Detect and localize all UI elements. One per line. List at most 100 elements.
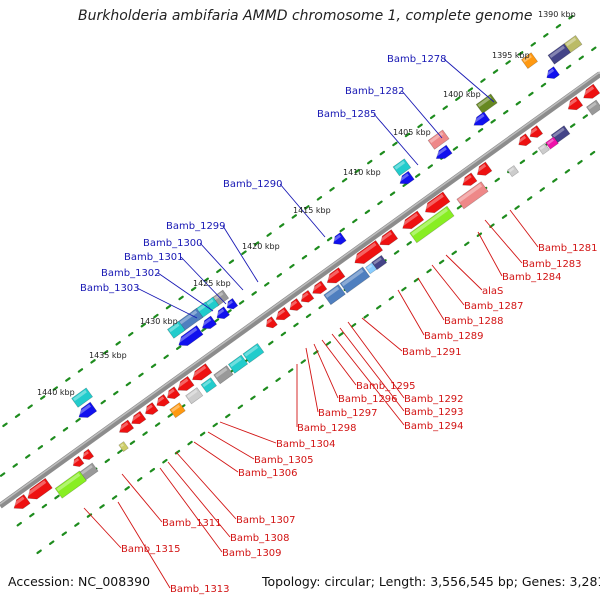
scale-tick [16, 521, 22, 527]
kbp-label: 1415 kbp [293, 206, 331, 215]
leader-line [83, 507, 122, 549]
scale-tick [417, 123, 423, 129]
leader-line [401, 90, 443, 139]
scale-tick [341, 177, 348, 183]
gene-feature [200, 377, 218, 394]
gene-feature [323, 284, 346, 306]
gene-label-bottom: Bamb_1288 [444, 316, 504, 327]
scale-tick [29, 512, 35, 518]
scale-tick [178, 295, 184, 301]
scale-tick [52, 386, 59, 391]
scale-tick [456, 204, 463, 210]
scale-tick [99, 504, 105, 509]
gene-feature [299, 289, 315, 303]
scale-tick [404, 132, 411, 138]
gene-feature [165, 386, 181, 400]
map-title: Burkholderia ambifaria AMMD chromosome 1… [78, 8, 533, 24]
gene-label-bottom: Bamb_1291 [402, 347, 462, 358]
leader-line [445, 254, 483, 291]
scale-tick [528, 91, 534, 97]
gene-label-bottom: Bamb_1304 [276, 439, 336, 450]
gene-alas [423, 191, 451, 214]
gene-label-top: Bamb_1303 [80, 283, 140, 294]
scale-tick [278, 223, 285, 228]
scale-tick [124, 486, 130, 491]
kbp-label: 1400 kbp [443, 90, 481, 99]
scale-tick [501, 214, 508, 219]
kbp-label: 1395 kbp [492, 51, 530, 60]
scale-tick [591, 46, 597, 52]
scale-tick [237, 404, 244, 410]
gene-feature [339, 266, 371, 294]
scale-tick [377, 200, 383, 206]
scale-tick [413, 277, 420, 283]
scale-tick [27, 404, 33, 409]
gene-label-bottom: Bamb_1284 [502, 272, 562, 283]
scale-tick [514, 205, 520, 210]
gene-feature [456, 181, 489, 210]
scale-tick [268, 340, 274, 346]
scale-tick [367, 159, 373, 165]
gene-label-top: Bamb_1285 [317, 109, 377, 120]
scale-tick [464, 241, 470, 247]
scale-tick [305, 313, 312, 319]
scale-tick [540, 82, 547, 88]
gene-label-bottom: Bamb_1308 [230, 533, 290, 544]
scale-tick [187, 440, 193, 446]
scale-tick [264, 282, 270, 287]
scale-tick [36, 549, 42, 555]
gene-feature [545, 136, 559, 150]
scale-tick [37, 445, 44, 450]
scale-tick [505, 60, 511, 65]
scale-tick [300, 359, 306, 364]
kbp-label: 1435 kbp [89, 351, 127, 360]
scale-tick [142, 431, 148, 436]
scale-tick [150, 363, 157, 369]
leader-line [193, 441, 239, 473]
scale-tick [455, 96, 461, 101]
scale-tick [427, 164, 433, 169]
scale-tick [50, 436, 56, 441]
gene-feature [176, 375, 195, 391]
scale-tick [555, 23, 562, 29]
scale-tick [140, 322, 147, 328]
scale-tick [129, 440, 136, 445]
scale-tick [90, 359, 96, 364]
leader-line [207, 431, 255, 460]
gene-label-bottom: Bamb_1311 [162, 518, 222, 529]
scale-tick [216, 268, 222, 274]
gene-feature [398, 170, 415, 185]
scale-tick [128, 331, 134, 337]
scale-tick [451, 250, 457, 256]
scale-tick [318, 304, 324, 310]
leader-line [305, 347, 319, 413]
gene-label-bottom: Bamb_1313 [170, 584, 230, 595]
scale-tick [494, 177, 500, 183]
scale-tick [526, 196, 533, 201]
gene-label-bottom: Bamb_1307 [236, 515, 296, 526]
gene-feature [176, 325, 204, 346]
gene-label-top: Bamb_1300 [143, 238, 203, 249]
scale-tick [569, 123, 576, 128]
gene-label-bottom: Bamb_1298 [297, 423, 357, 434]
gene-label-bottom: Bamb_1315 [121, 544, 181, 555]
gene-label-top: Bamb_1302 [101, 268, 161, 279]
leader-line [175, 451, 237, 520]
gene-feature [400, 210, 425, 230]
gene-feature [130, 410, 147, 425]
scale-tick [314, 245, 320, 251]
scale-tick [503, 109, 509, 115]
scale-tick [39, 395, 46, 400]
scale-tick [392, 141, 398, 147]
scale-tick [564, 169, 571, 174]
gene-feature [352, 240, 384, 264]
scale-tick [350, 323, 357, 328]
scale-tick [543, 33, 549, 38]
scale-tick [65, 377, 71, 382]
scale-tick [137, 477, 143, 482]
scale-tick [354, 168, 360, 174]
scale-tick [163, 354, 169, 360]
scale-tick [517, 51, 524, 56]
leader-line [443, 58, 495, 103]
